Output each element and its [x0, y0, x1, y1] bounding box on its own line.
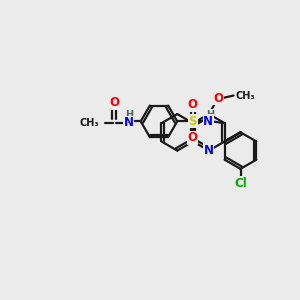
Text: H: H: [206, 110, 214, 120]
Text: O: O: [213, 92, 223, 105]
Text: Cl: Cl: [234, 177, 247, 190]
Text: CH₃: CH₃: [80, 118, 99, 128]
Text: S: S: [188, 115, 197, 128]
Text: N: N: [124, 116, 134, 129]
Text: O: O: [109, 96, 119, 110]
Text: H: H: [125, 110, 133, 120]
Text: O: O: [188, 131, 198, 144]
Text: CH₃: CH₃: [235, 91, 255, 100]
Text: N: N: [203, 115, 213, 128]
Text: O: O: [188, 98, 198, 111]
Text: N: N: [204, 144, 214, 157]
